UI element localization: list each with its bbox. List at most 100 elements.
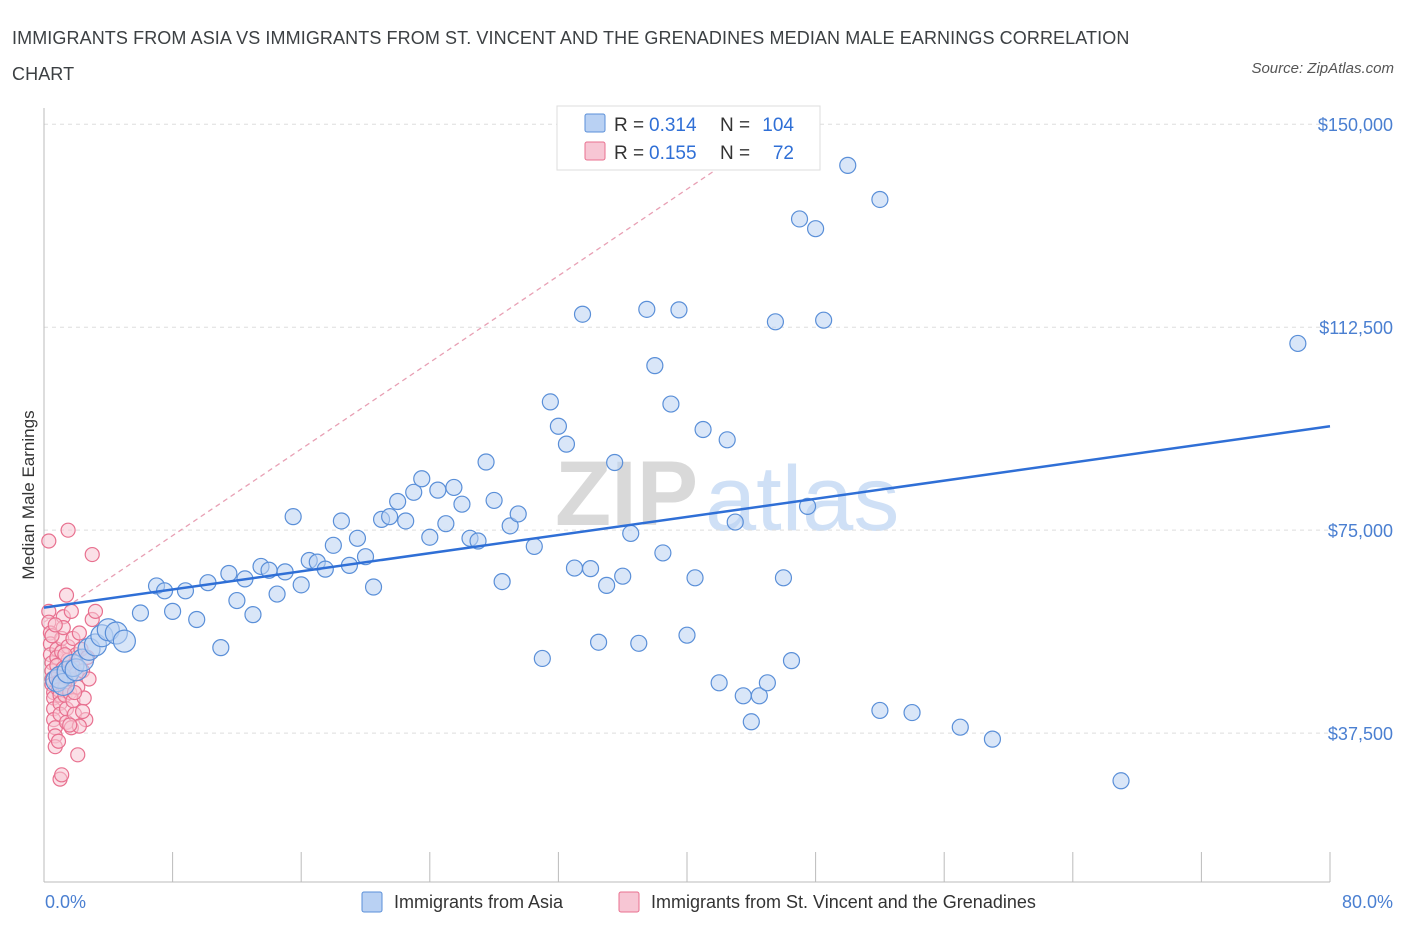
point-asia-55	[493, 573, 511, 591]
point-asia-13	[131, 604, 150, 622]
point-asia-90	[790, 210, 809, 228]
legend-r-label-st-vincent: R =	[614, 143, 644, 164]
point-asia-57	[509, 505, 527, 523]
point-st-vincent-64	[50, 733, 67, 749]
point-st-vincent-0	[41, 533, 57, 549]
point-asia-39	[364, 578, 383, 596]
legend-r-label-asia: R =	[614, 115, 644, 136]
y-axis-label: Median Male Earnings	[19, 410, 38, 579]
point-asia-83	[734, 687, 752, 705]
point-asia-82	[726, 513, 744, 531]
legend-bottom-label-asia: Immigrants from Asia	[394, 892, 564, 912]
point-asia-89	[782, 652, 801, 670]
point-asia-46	[421, 528, 439, 546]
point-st-vincent-37	[60, 522, 76, 538]
point-asia-87	[766, 313, 785, 331]
point-st-vincent-69	[47, 617, 63, 633]
point-asia-21	[220, 564, 238, 583]
point-asia-98	[951, 718, 969, 736]
point-asia-35	[332, 512, 350, 530]
point-asia-49	[445, 478, 463, 497]
legend-bottom-swatch-asia	[361, 891, 383, 913]
point-asia-24	[244, 606, 262, 624]
y-tick-labels: $37,500 $75,000 $112,500 $150,000	[1318, 115, 1393, 744]
point-asia-63	[565, 559, 584, 577]
source-label: Source: ZipAtlas.com	[1251, 60, 1394, 77]
point-asia-12	[112, 629, 136, 653]
point-asia-43	[397, 512, 415, 530]
point-asia-60	[541, 393, 559, 411]
y-tick-label: $37,500	[1328, 724, 1393, 744]
legend-top: R = 0.314 N = 104 R = 0.155 N = 72	[556, 105, 821, 171]
point-asia-84	[742, 713, 760, 731]
point-asia-99	[983, 730, 1002, 748]
point-st-vincent-67	[74, 703, 91, 720]
point-asia-96	[871, 701, 889, 720]
point-asia-94	[839, 156, 857, 174]
point-asia-73	[646, 357, 664, 375]
point-asia-17	[176, 582, 195, 600]
point-asia-56	[501, 517, 519, 535]
point-asia-45	[413, 470, 431, 488]
point-asia-64	[573, 305, 592, 323]
point-asia-27	[268, 585, 286, 603]
legend-bottom-label-st-vincent: Immigrants from St. Vincent and the Gren…	[651, 892, 1036, 912]
point-asia-61	[549, 417, 568, 435]
point-asia-79	[694, 420, 712, 439]
x-tick-label-min: 0.0%	[45, 892, 86, 912]
series-asia-points	[45, 156, 1307, 790]
legend-n-value-asia: 104	[762, 115, 794, 136]
point-asia-66	[589, 633, 608, 651]
point-asia-78	[686, 569, 704, 587]
point-asia-30	[292, 576, 310, 594]
y-tick-label: $75,000	[1328, 521, 1393, 541]
point-asia-54	[485, 491, 503, 510]
point-asia-41	[381, 508, 399, 526]
point-asia-68	[606, 453, 624, 472]
point-st-vincent-59	[84, 546, 100, 563]
legend-n-label-st-vincent: N =	[720, 143, 750, 164]
point-asia-92	[806, 220, 825, 238]
legend-swatch-asia	[584, 113, 606, 133]
point-st-vincent-52	[71, 625, 87, 641]
trend-line-asia	[43, 425, 1331, 609]
point-asia-67	[598, 576, 616, 594]
x-tick-label-max: 80.0%	[1342, 892, 1393, 912]
point-asia-95	[871, 190, 889, 209]
point-asia-93	[815, 311, 833, 329]
point-asia-76	[670, 301, 688, 319]
point-asia-50	[453, 495, 471, 513]
legend-bottom-swatch-st-vincent	[618, 891, 640, 913]
point-st-vincent-63	[54, 767, 70, 783]
point-asia-86	[758, 674, 776, 692]
point-asia-42	[389, 492, 407, 511]
point-st-vincent-66	[62, 717, 78, 733]
legend-n-label-asia: N =	[720, 115, 750, 136]
y-tick-label: $112,500	[1319, 318, 1393, 338]
point-asia-65	[581, 560, 600, 578]
point-st-vincent-42	[63, 603, 79, 619]
point-asia-80	[710, 674, 728, 692]
point-asia-88	[774, 569, 793, 587]
y-tick-label: $150,000	[1318, 115, 1393, 135]
legend-n-value-st-vincent: 72	[773, 143, 794, 164]
point-asia-100	[1112, 772, 1130, 790]
point-asia-74	[654, 544, 672, 562]
legend-swatch-st-vincent	[584, 141, 606, 161]
watermark-atlas: atlas	[705, 448, 899, 550]
point-asia-77	[678, 626, 696, 644]
point-asia-16	[164, 602, 182, 620]
point-st-vincent-51	[70, 747, 86, 763]
point-asia-91	[798, 497, 817, 515]
point-asia-59	[533, 649, 551, 668]
point-asia-22	[228, 591, 246, 610]
trend-line-st-vincent	[43, 166, 720, 623]
point-asia-75	[662, 395, 680, 413]
point-asia-20	[212, 639, 230, 657]
point-asia-29	[284, 508, 302, 526]
point-asia-71	[630, 634, 648, 652]
point-asia-97	[903, 703, 921, 722]
point-asia-18	[188, 610, 206, 629]
point-asia-34	[324, 536, 342, 554]
